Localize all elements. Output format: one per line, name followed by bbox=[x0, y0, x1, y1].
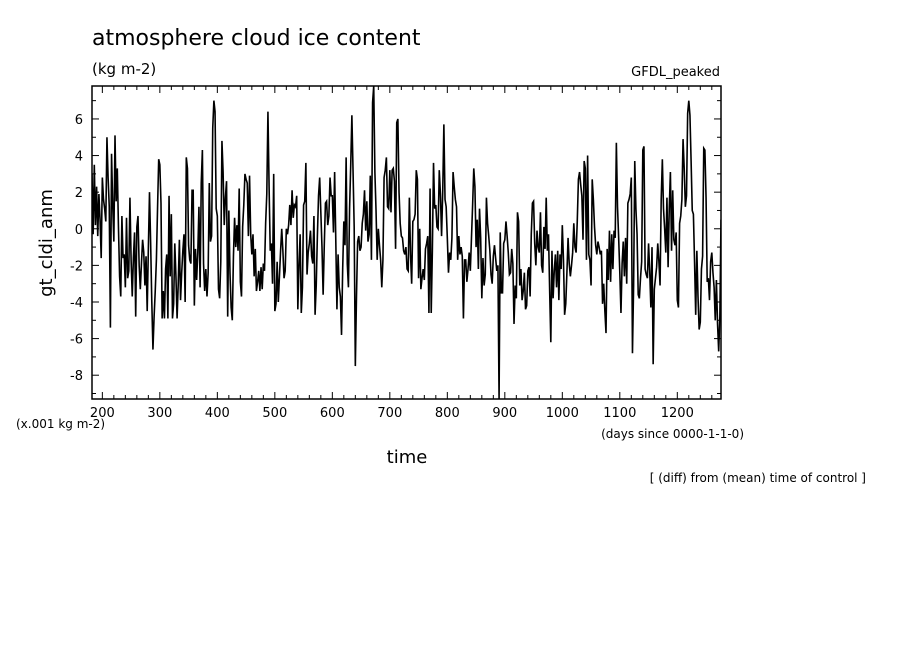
x-tick-label: 700 bbox=[377, 406, 402, 421]
plot-area bbox=[92, 86, 721, 399]
y-axis: -8 -6 -4 -2 0 2 4 6 bbox=[70, 100, 721, 395]
y-tick-label: -8 bbox=[70, 369, 83, 384]
x-tick-label: 1000 bbox=[546, 406, 579, 421]
y-tick-label: -4 bbox=[70, 296, 83, 311]
x-tick-label: 200 bbox=[90, 406, 115, 421]
x-tick-label: 1100 bbox=[603, 406, 636, 421]
x-tick-label: 300 bbox=[147, 406, 172, 421]
x-units-note: (days since 0000-1-1-0) bbox=[601, 427, 744, 441]
units-label: (kg m-2) bbox=[92, 60, 156, 78]
y-tick-label: -2 bbox=[70, 259, 83, 274]
x-tick-label: 600 bbox=[320, 406, 345, 421]
y-tick-label: 0 bbox=[75, 223, 83, 238]
chart-title: atmosphere cloud ice content bbox=[92, 26, 421, 51]
plot-frame bbox=[91, 85, 722, 400]
x-axis-title: time bbox=[387, 447, 428, 468]
x-tick-label: 400 bbox=[205, 406, 230, 421]
y-tick-label: 2 bbox=[75, 186, 83, 201]
y-axis-title: gt_cldi_anm bbox=[36, 189, 57, 297]
y-tick-label: -6 bbox=[70, 333, 83, 348]
model-label: GFDL_peaked bbox=[631, 65, 720, 80]
x-tick-label: 800 bbox=[435, 406, 460, 421]
x-tick-label: 1200 bbox=[661, 406, 694, 421]
series-line-0 bbox=[92, 86, 721, 399]
x-axis: 200 300 400 500 600 700 800 900 1000 1100 1200 bbox=[90, 86, 713, 421]
x-tick-label: 900 bbox=[492, 406, 517, 421]
y-tick-label: 6 bbox=[75, 113, 83, 128]
footnote: [ (diff) from (mean) time of control ] bbox=[650, 471, 866, 485]
y-scale-note: (x.001 kg m-2) bbox=[16, 417, 105, 431]
y-tick-label: 4 bbox=[75, 150, 83, 165]
x-tick-label: 500 bbox=[262, 406, 287, 421]
